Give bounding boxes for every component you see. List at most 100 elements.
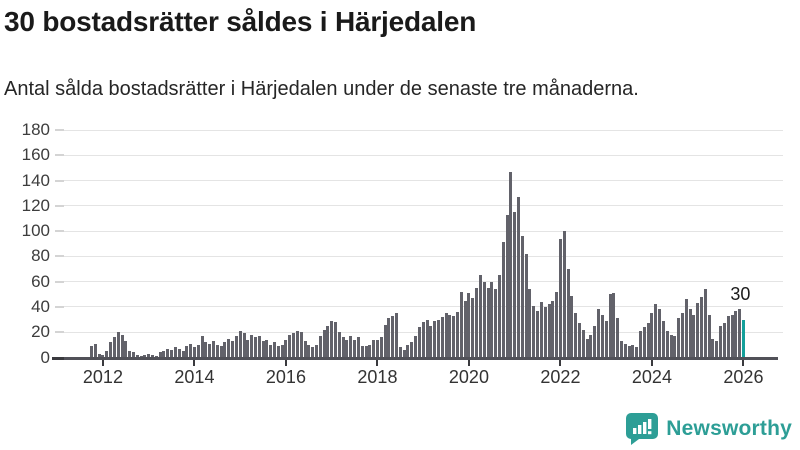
bar [368, 344, 372, 358]
bar [234, 336, 238, 358]
bar [253, 337, 257, 358]
bar [528, 289, 532, 358]
bar [398, 347, 402, 358]
bar [509, 171, 513, 358]
bar [513, 212, 517, 358]
bar [227, 338, 231, 358]
bar [288, 334, 292, 358]
bar [547, 304, 551, 358]
bar [311, 347, 315, 358]
bar [189, 343, 193, 358]
bar [738, 309, 742, 358]
bar [261, 341, 265, 358]
x-axis-tick [101, 359, 104, 366]
bar [517, 196, 520, 358]
bar [383, 324, 387, 358]
bar [692, 314, 696, 358]
bar [578, 323, 581, 358]
y-axis-label: 20 [31, 322, 50, 342]
gridline [64, 180, 783, 182]
gridline [64, 154, 783, 156]
bar [131, 352, 135, 358]
bar [314, 344, 318, 358]
y-axis-label: 40 [31, 296, 50, 316]
bar [250, 334, 254, 358]
bar [719, 325, 723, 358]
bar [273, 342, 276, 358]
bar [105, 351, 109, 358]
bar [151, 354, 154, 358]
bar [246, 339, 250, 358]
x-axis-label: 2020 [448, 366, 489, 387]
bar [170, 349, 174, 358]
bar [212, 341, 215, 358]
y-axis-label: 120 [21, 195, 50, 215]
bar [635, 347, 639, 358]
bar [128, 351, 132, 358]
bar [158, 352, 162, 358]
y-axis-label: 0 [40, 347, 50, 367]
bar [715, 341, 719, 358]
gridline [64, 255, 783, 257]
gridline [64, 281, 783, 283]
bar [726, 315, 730, 358]
bar [356, 337, 360, 358]
bar [536, 310, 540, 358]
y-axis-tick [55, 280, 64, 283]
bar [181, 351, 185, 358]
x-axis-label: 2022 [540, 366, 581, 387]
bar [109, 342, 113, 358]
bar [93, 343, 97, 358]
y-axis-tick [55, 154, 64, 157]
bar [219, 346, 223, 358]
bar [337, 332, 341, 358]
bar [665, 330, 669, 358]
bar [330, 320, 334, 358]
bar [173, 347, 177, 358]
bar [120, 334, 124, 358]
bar [375, 339, 379, 358]
bar [646, 323, 650, 358]
bar [242, 333, 246, 358]
bar [597, 309, 601, 358]
y-axis-tick [55, 129, 64, 131]
bar [440, 317, 444, 358]
y-axis-label: 180 [21, 120, 50, 139]
y-axis-tick [52, 356, 64, 360]
x-axis-label: 2016 [265, 366, 306, 387]
bar [345, 339, 349, 358]
bar [116, 332, 120, 358]
bar [387, 318, 391, 358]
bar [730, 314, 734, 358]
bar [425, 319, 429, 358]
bar [185, 346, 189, 358]
bar [303, 341, 307, 358]
bar [215, 344, 219, 358]
gridline [64, 205, 783, 207]
last-value-annotation: 30 [730, 284, 751, 304]
bar [364, 346, 368, 358]
x-axis-tick [467, 359, 470, 366]
bar [177, 348, 181, 358]
bar [436, 319, 440, 358]
y-axis-label: 140 [21, 170, 50, 190]
x-axis-tick [650, 359, 653, 366]
bar [532, 305, 536, 358]
bar [406, 344, 410, 358]
newsworthy-logo[interactable]: Newsworthy [626, 412, 792, 445]
bar [463, 300, 467, 358]
bar [673, 336, 677, 358]
bar [604, 320, 608, 358]
bar [395, 313, 398, 358]
bar [661, 320, 665, 358]
bar [429, 325, 433, 358]
bar [467, 293, 471, 358]
bar [452, 315, 456, 358]
bar [391, 315, 395, 358]
x-axis-label: 2026 [723, 366, 764, 387]
bar-chart-speech-bubble-icon [626, 413, 659, 445]
bar [421, 322, 425, 358]
bar [334, 322, 337, 358]
bar [101, 354, 105, 358]
y-axis-tick [55, 255, 64, 258]
